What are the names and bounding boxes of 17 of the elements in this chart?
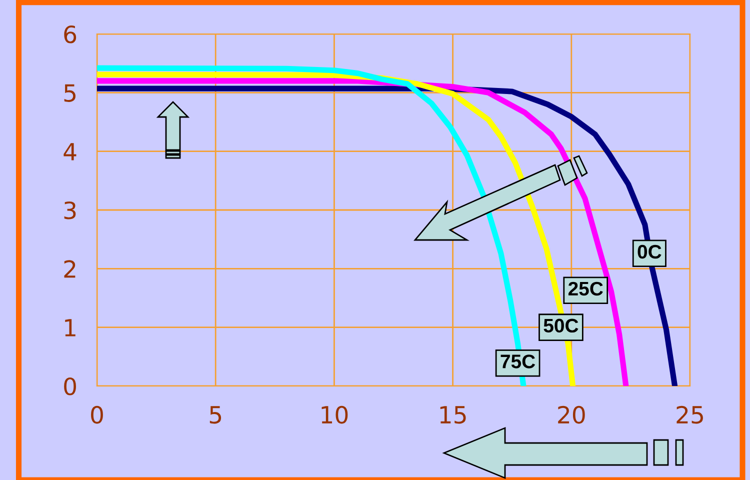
annotation: 50C: [544, 318, 578, 333]
x-tick-label: 5: [210, 406, 222, 424]
y-tick-label: 3: [64, 201, 76, 220]
x-tick-label: 25: [676, 406, 703, 424]
y-tick-label: 5: [64, 84, 76, 102]
y-tick-label: 2: [64, 260, 76, 278]
x-tick-label: 10: [322, 406, 348, 424]
y-tick-label: 6: [64, 25, 76, 44]
x-tick-label: 20: [558, 406, 585, 424]
x-tick-label: 0: [91, 406, 103, 424]
y-tick-label: 0: [64, 377, 76, 396]
annotation: 25C: [568, 282, 603, 296]
x-tick-label: 15: [440, 406, 466, 424]
y-tick-label: 4: [64, 143, 76, 160]
annotation: 75C: [500, 354, 536, 368]
annotation: 0C: [638, 244, 662, 259]
y-tick-label: 1: [65, 319, 76, 336]
